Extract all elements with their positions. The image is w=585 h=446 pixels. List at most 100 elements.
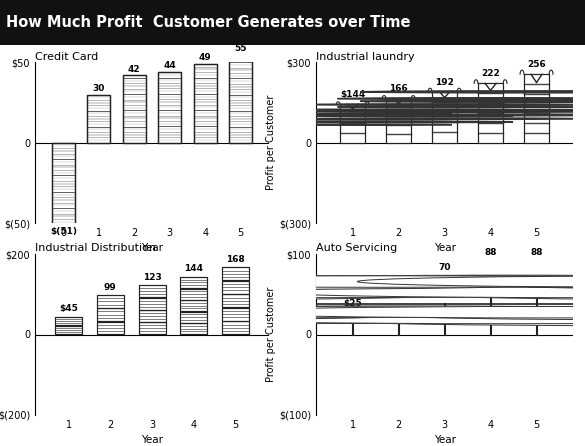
- Bar: [222, 281, 249, 294]
- Bar: [432, 91, 457, 143]
- Bar: [180, 312, 208, 322]
- Bar: [55, 326, 82, 334]
- Circle shape: [116, 286, 585, 297]
- Bar: [340, 104, 365, 143]
- Bar: [432, 91, 457, 143]
- Text: 49: 49: [199, 54, 212, 62]
- Circle shape: [12, 276, 585, 287]
- Bar: [386, 98, 411, 143]
- X-axis label: Year: Year: [433, 435, 456, 445]
- Circle shape: [173, 312, 585, 324]
- Bar: [222, 294, 249, 307]
- Bar: [222, 322, 249, 334]
- Text: Auto Servicing: Auto Servicing: [316, 244, 397, 253]
- Text: 166: 166: [389, 84, 408, 94]
- Text: 88: 88: [530, 248, 543, 257]
- Circle shape: [311, 276, 585, 287]
- Circle shape: [0, 314, 383, 326]
- Bar: [478, 83, 503, 143]
- Text: $25: $25: [343, 299, 362, 308]
- Text: $144: $144: [340, 91, 365, 99]
- Circle shape: [0, 312, 532, 324]
- Text: $(51): $(51): [50, 227, 77, 236]
- Y-axis label: Profit per Customer: Profit per Customer: [0, 95, 1, 190]
- Circle shape: [266, 286, 585, 297]
- Bar: [222, 281, 249, 294]
- Bar: [194, 64, 217, 143]
- Bar: [139, 322, 166, 334]
- Bar: [55, 317, 82, 325]
- Bar: [386, 98, 411, 143]
- Bar: [52, 143, 75, 225]
- Bar: [139, 285, 166, 297]
- Y-axis label: Profit per Customer: Profit per Customer: [266, 287, 276, 382]
- Circle shape: [415, 288, 585, 300]
- X-axis label: Year: Year: [141, 244, 163, 253]
- Bar: [180, 300, 208, 311]
- Bar: [55, 317, 82, 325]
- Circle shape: [253, 114, 452, 115]
- Circle shape: [507, 278, 585, 289]
- Circle shape: [323, 314, 585, 326]
- Bar: [139, 298, 166, 310]
- Bar: [222, 322, 249, 334]
- Circle shape: [0, 278, 566, 289]
- Text: 222: 222: [481, 70, 500, 78]
- Circle shape: [0, 306, 578, 318]
- Text: 144: 144: [184, 264, 204, 273]
- Bar: [139, 310, 166, 322]
- Text: 99: 99: [104, 283, 116, 292]
- Circle shape: [312, 111, 577, 112]
- X-axis label: Year: Year: [141, 435, 163, 445]
- Circle shape: [338, 98, 585, 99]
- Text: 44: 44: [163, 62, 176, 70]
- Bar: [180, 277, 208, 288]
- Circle shape: [312, 104, 577, 105]
- Text: 70: 70: [438, 263, 451, 272]
- Bar: [97, 308, 124, 321]
- Circle shape: [24, 312, 585, 323]
- Text: Industrial laundry: Industrial laundry: [316, 52, 415, 62]
- Bar: [180, 312, 208, 322]
- Bar: [222, 268, 249, 280]
- Circle shape: [0, 286, 585, 297]
- Bar: [97, 322, 124, 334]
- Y-axis label: Profit per Customer: Profit per Customer: [266, 95, 276, 190]
- Circle shape: [219, 306, 585, 318]
- Bar: [87, 95, 111, 143]
- Bar: [97, 322, 124, 334]
- Bar: [159, 72, 181, 143]
- Bar: [52, 143, 75, 225]
- Bar: [222, 308, 249, 321]
- Circle shape: [369, 309, 585, 320]
- Circle shape: [162, 275, 585, 287]
- Bar: [123, 75, 146, 143]
- Circle shape: [70, 306, 585, 318]
- Bar: [229, 54, 252, 143]
- Circle shape: [312, 118, 577, 120]
- Circle shape: [338, 106, 585, 107]
- X-axis label: Year: Year: [433, 244, 456, 253]
- Text: Credit Card: Credit Card: [35, 52, 98, 62]
- Bar: [478, 83, 503, 143]
- Circle shape: [338, 114, 585, 116]
- Circle shape: [461, 278, 585, 289]
- Circle shape: [284, 109, 513, 111]
- Bar: [222, 308, 249, 321]
- Circle shape: [0, 278, 521, 289]
- Bar: [222, 294, 249, 307]
- Text: 35: 35: [393, 291, 405, 300]
- Circle shape: [360, 100, 585, 102]
- Bar: [524, 74, 549, 143]
- Bar: [180, 323, 208, 334]
- Circle shape: [253, 119, 452, 120]
- Circle shape: [0, 288, 474, 300]
- Text: 88: 88: [484, 248, 497, 257]
- Text: 256: 256: [527, 60, 546, 70]
- Bar: [139, 298, 166, 310]
- Bar: [97, 295, 124, 308]
- Text: 42: 42: [128, 65, 140, 74]
- Bar: [87, 95, 111, 143]
- Bar: [229, 54, 252, 143]
- Bar: [194, 64, 217, 143]
